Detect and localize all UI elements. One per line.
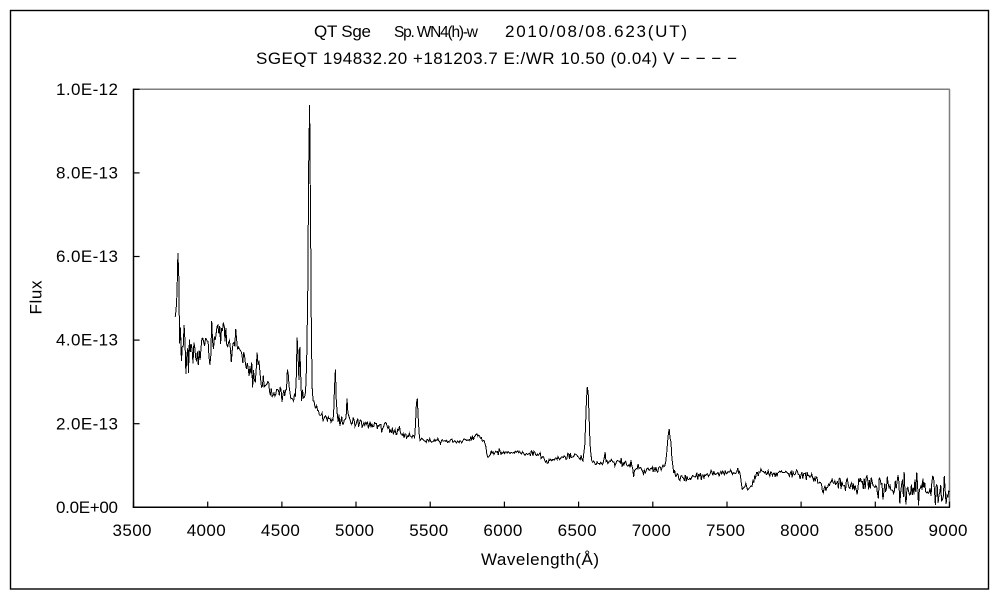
svg-text:5500: 5500: [409, 521, 448, 540]
svg-text:7000: 7000: [632, 521, 671, 540]
svg-text:5000: 5000: [335, 521, 374, 540]
svg-text:3500: 3500: [113, 521, 152, 540]
svg-text:6000: 6000: [483, 521, 522, 540]
svg-text:2010/08/08.623(UT): 2010/08/08.623(UT): [505, 22, 687, 41]
svg-text:8.0E-13: 8.0E-13: [56, 164, 118, 183]
svg-text:8500: 8500: [854, 521, 893, 540]
svg-text:6.0E-13: 6.0E-13: [56, 247, 118, 266]
svg-text:QT Sge: QT Sge: [314, 22, 371, 41]
svg-text:Sp. WN4(h)-w: Sp. WN4(h)-w: [394, 24, 479, 41]
svg-text:7500: 7500: [706, 521, 745, 540]
svg-text:1.0E-12: 1.0E-12: [56, 80, 118, 99]
svg-text:0.0E+00: 0.0E+00: [56, 498, 118, 517]
svg-text:9000: 9000: [929, 521, 968, 540]
svg-text:Flux: Flux: [27, 280, 46, 315]
svg-text:6500: 6500: [558, 521, 597, 540]
svg-text:8000: 8000: [780, 521, 819, 540]
svg-text:4500: 4500: [261, 521, 300, 540]
svg-text:4.0E-13: 4.0E-13: [56, 331, 118, 350]
svg-text:SGEQT 194832.20 +181203.7 E:/W: SGEQT 194832.20 +181203.7 E:/WR 10.50 (0…: [256, 49, 737, 68]
svg-text:Wavelength(Å): Wavelength(Å): [481, 550, 599, 569]
svg-text:2.0E-13: 2.0E-13: [56, 414, 118, 433]
svg-text:4000: 4000: [187, 521, 226, 540]
